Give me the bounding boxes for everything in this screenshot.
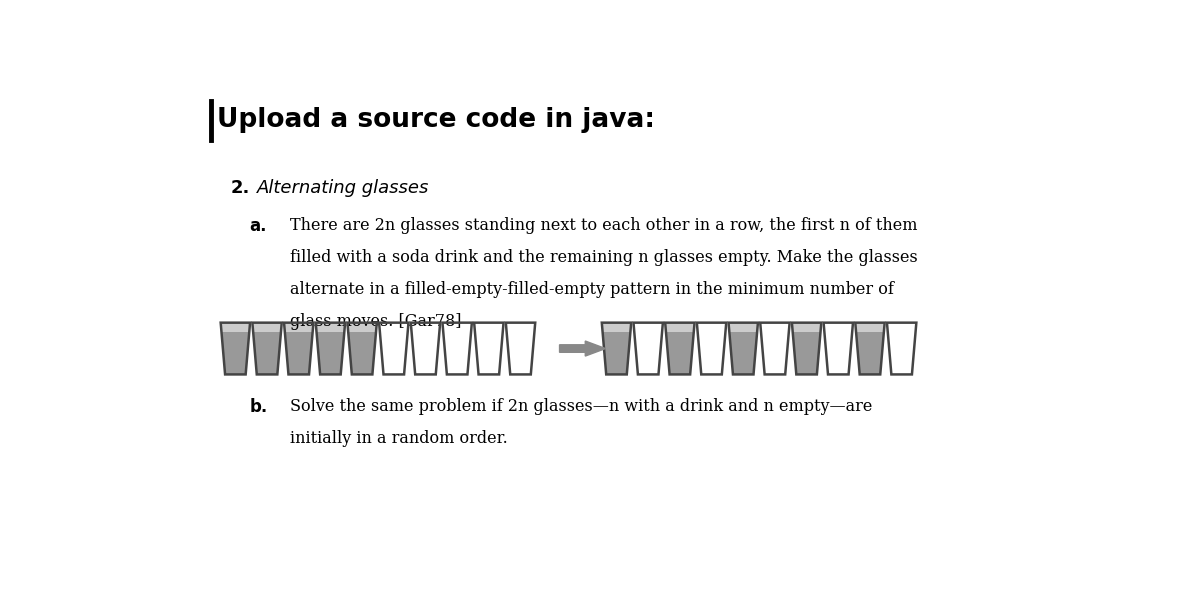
Text: Solve the same problem if 2n glasses—n with a drink and n empty—are: Solve the same problem if 2n glasses—n w… bbox=[290, 398, 873, 415]
Text: filled with a soda drink and the remaining n glasses empty. Make the glasses: filled with a soda drink and the remaini… bbox=[290, 249, 918, 266]
Text: initially in a random order.: initially in a random order. bbox=[290, 430, 508, 447]
Polygon shape bbox=[315, 323, 345, 332]
Text: b.: b. bbox=[249, 398, 268, 416]
Polygon shape bbox=[603, 332, 630, 375]
Polygon shape bbox=[347, 323, 377, 332]
Polygon shape bbox=[220, 323, 250, 332]
Polygon shape bbox=[222, 332, 249, 375]
Text: glass moves. [Gar78]: glass moves. [Gar78] bbox=[290, 313, 462, 330]
Text: 2.: 2. bbox=[231, 179, 250, 197]
Polygon shape bbox=[254, 332, 281, 375]
Polygon shape bbox=[729, 323, 758, 332]
Polygon shape bbox=[856, 332, 884, 375]
Text: a.: a. bbox=[249, 217, 267, 235]
Polygon shape bbox=[824, 323, 853, 375]
Polygon shape bbox=[506, 323, 536, 375]
Polygon shape bbox=[284, 323, 313, 332]
Polygon shape bbox=[634, 323, 662, 375]
Polygon shape bbox=[666, 332, 693, 375]
Polygon shape bbox=[761, 323, 789, 375]
Polygon shape bbox=[886, 323, 916, 375]
Polygon shape bbox=[316, 332, 345, 375]
Polygon shape bbox=[411, 323, 440, 375]
Text: Upload a source code in java:: Upload a source code in java: bbox=[217, 108, 655, 133]
Text: Alternating glasses: Alternating glasses bbox=[256, 179, 429, 197]
Polygon shape bbox=[729, 332, 757, 375]
Polygon shape bbox=[474, 323, 504, 375]
Polygon shape bbox=[284, 332, 313, 375]
Polygon shape bbox=[252, 323, 282, 332]
Polygon shape bbox=[665, 323, 694, 332]
Polygon shape bbox=[348, 332, 376, 375]
Polygon shape bbox=[379, 323, 409, 375]
Text: There are 2n glasses standing next to each other in a row, the first n of them: There are 2n glasses standing next to ea… bbox=[290, 217, 918, 234]
Polygon shape bbox=[856, 323, 885, 332]
Polygon shape bbox=[697, 323, 726, 375]
FancyArrow shape bbox=[559, 341, 606, 356]
Polygon shape bbox=[442, 323, 472, 375]
Polygon shape bbox=[792, 323, 821, 332]
Polygon shape bbox=[793, 332, 820, 375]
Text: alternate in a filled-empty-filled-empty pattern in the minimum number of: alternate in a filled-empty-filled-empty… bbox=[290, 281, 895, 298]
Polygon shape bbox=[602, 323, 632, 332]
